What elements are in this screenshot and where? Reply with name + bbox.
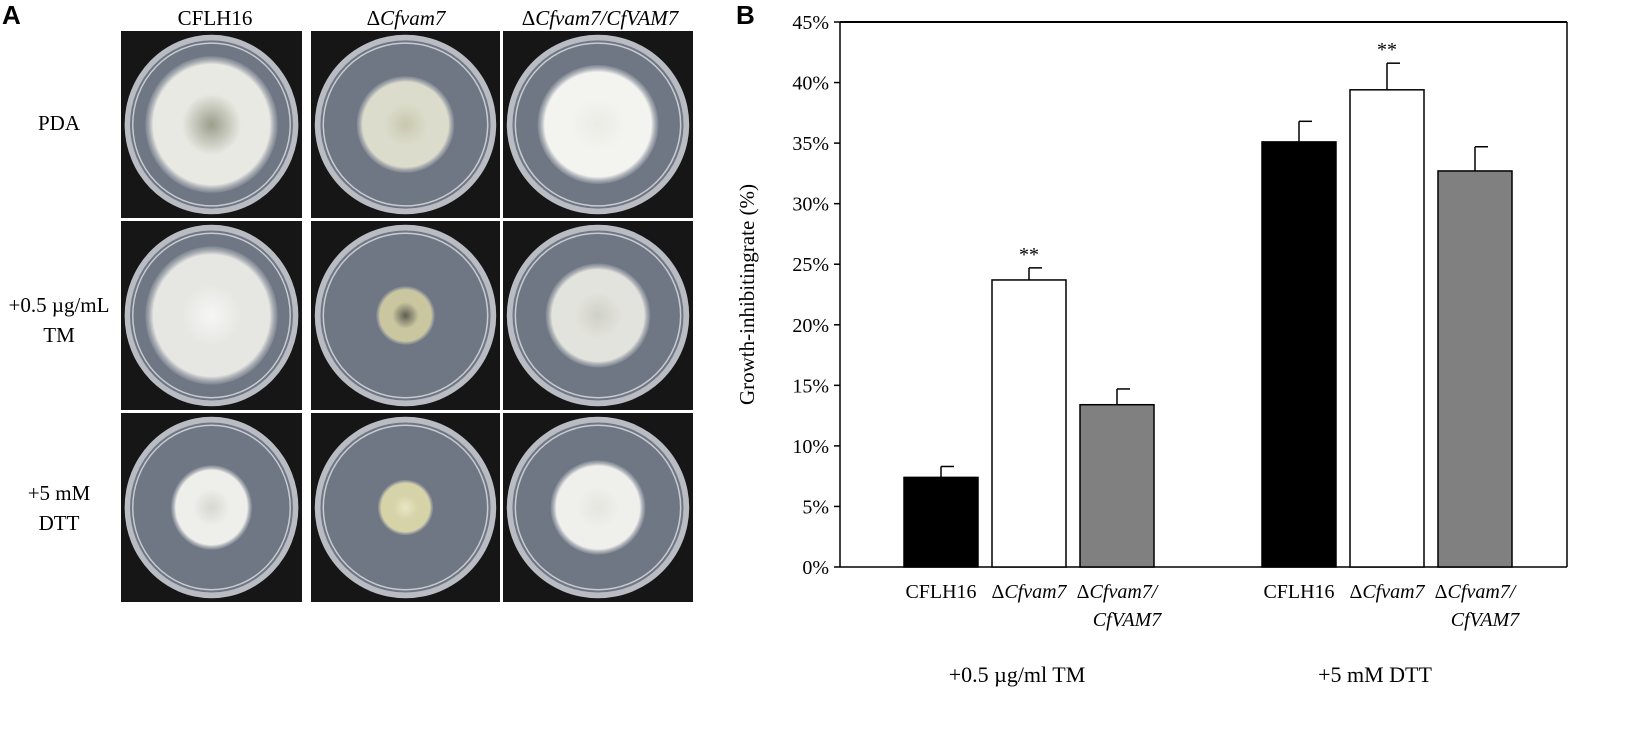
plate-dtt-cflh16 [121, 413, 302, 602]
row-label-tm: +0.5 µg/mL TM [8, 293, 110, 347]
colony [537, 64, 659, 185]
column-header-text: Cfvam7 [380, 6, 446, 30]
group-label: +5 mM DTT [1318, 662, 1432, 687]
plate-tm-cfvam7 [311, 221, 500, 410]
y-tick-label: 20% [792, 315, 829, 337]
colony [145, 56, 278, 193]
bar-1-2 [1437, 170, 1513, 568]
column-header-text: CFLH16 [177, 6, 253, 30]
plate-tm-cflh16 [121, 221, 302, 410]
y-tick-label: 5% [802, 496, 829, 518]
column-header-text: Cfvam7/CfVAM7 [535, 6, 679, 30]
colony [376, 286, 435, 345]
category-label: ΔCfvam7 [991, 581, 1067, 603]
row-label-pda: PDA [37, 111, 80, 135]
bar-0-2 [1079, 403, 1155, 568]
column-header-cfvam7-complement: ΔCfvam7/CfVAM7 [521, 6, 679, 30]
panel-a-letter: A [2, 0, 21, 30]
y-tick-label: 40% [792, 73, 829, 95]
y-axis-title: Growth-inhibitingrate (%) [735, 184, 759, 405]
colony [545, 263, 651, 368]
plate-tm-cfvam7-complement [503, 221, 693, 410]
plate-pda-cflh16 [121, 31, 302, 218]
bar-1-1 [1349, 89, 1425, 568]
y-tick-label: 35% [792, 133, 829, 155]
plate-dtt-cfvam7-complement [503, 413, 693, 602]
category-label: CFLH16 [1263, 581, 1334, 603]
significance-marker: ** [1019, 244, 1039, 266]
y-tick-label: 45% [792, 12, 829, 34]
group-label: +0.5 µg/ml TM [949, 662, 1086, 687]
colony [550, 460, 646, 555]
colony [145, 246, 278, 385]
bar-0-0 [903, 476, 979, 568]
category-label: ΔCfvam7/ [1077, 581, 1160, 603]
category-label: ΔCfvam7 [1349, 581, 1425, 603]
bar-1-0 [1261, 141, 1337, 568]
category-label-line2: CfVAM7 [1093, 609, 1163, 631]
category-label: ΔCfvam7/ [1435, 581, 1518, 603]
colony [377, 479, 434, 536]
y-tick-label: 15% [792, 375, 829, 397]
y-tick-label: 25% [792, 254, 829, 276]
row-label-dtt: +5 mM DTT [27, 481, 91, 535]
panel-b-letter: B [736, 0, 755, 30]
y-tick-label: 0% [802, 557, 829, 579]
plate-pda-cfvam7 [311, 31, 500, 218]
y-tick-label: 30% [792, 194, 829, 216]
plate-dtt-cfvam7 [311, 413, 500, 602]
column-header-cfvam7: ΔCfvam7 [366, 6, 446, 30]
plate-pda-cfvam7-complement [503, 31, 693, 218]
colony [171, 465, 252, 550]
category-label-line2: CfVAM7 [1451, 609, 1521, 631]
y-tick-label: 10% [792, 436, 829, 458]
significance-marker: ** [1377, 39, 1397, 61]
bar-0-1 [991, 279, 1067, 568]
column-header-cflh16: CFLH16 [115, 6, 315, 31]
category-label: CFLH16 [905, 581, 976, 603]
colony [356, 76, 455, 173]
